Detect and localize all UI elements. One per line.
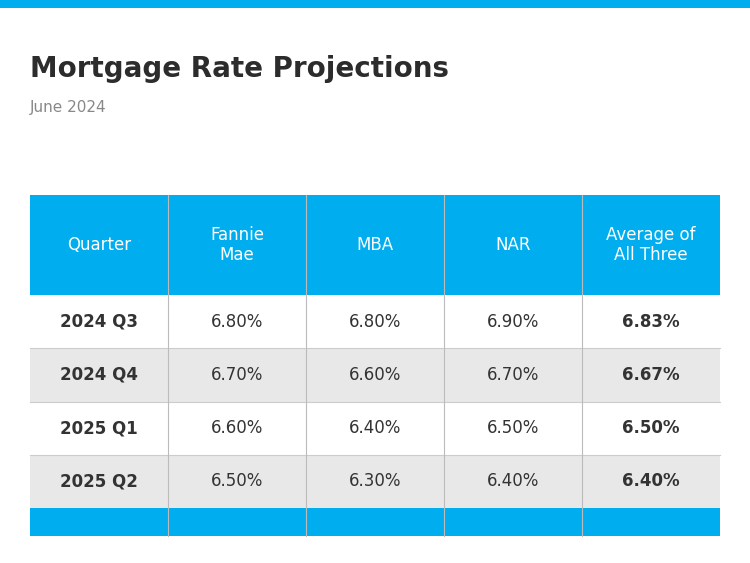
Text: Mortgage Rate Projections: Mortgage Rate Projections xyxy=(30,55,449,83)
Text: 6.50%: 6.50% xyxy=(487,419,539,437)
Text: 6.70%: 6.70% xyxy=(487,366,539,384)
FancyBboxPatch shape xyxy=(30,508,720,536)
Text: 2024 Q3: 2024 Q3 xyxy=(60,312,138,330)
Text: 6.40%: 6.40% xyxy=(349,419,401,437)
Text: NAR: NAR xyxy=(495,236,531,254)
FancyBboxPatch shape xyxy=(30,295,720,348)
FancyBboxPatch shape xyxy=(30,195,720,295)
Text: Fannie
Mae: Fannie Mae xyxy=(210,226,264,265)
FancyBboxPatch shape xyxy=(30,348,720,401)
Text: MBA: MBA xyxy=(356,236,394,254)
Text: 2025 Q1: 2025 Q1 xyxy=(60,419,138,437)
Text: 6.67%: 6.67% xyxy=(622,366,680,384)
Text: 6.40%: 6.40% xyxy=(487,472,539,490)
Text: 6.30%: 6.30% xyxy=(349,472,401,490)
Text: June 2024: June 2024 xyxy=(30,100,106,115)
Text: 6.60%: 6.60% xyxy=(349,366,401,384)
Text: 6.80%: 6.80% xyxy=(349,312,401,330)
Text: 6.80%: 6.80% xyxy=(211,312,263,330)
Text: 6.50%: 6.50% xyxy=(622,419,680,437)
Text: 2025 Q2: 2025 Q2 xyxy=(60,472,138,490)
FancyBboxPatch shape xyxy=(30,401,720,455)
Text: Quarter: Quarter xyxy=(67,236,131,254)
Text: Average of
All Three: Average of All Three xyxy=(606,226,696,265)
Text: 6.70%: 6.70% xyxy=(211,366,263,384)
Text: 6.60%: 6.60% xyxy=(211,419,263,437)
Text: 6.50%: 6.50% xyxy=(211,472,263,490)
Text: 6.83%: 6.83% xyxy=(622,312,680,330)
FancyBboxPatch shape xyxy=(30,455,720,508)
FancyBboxPatch shape xyxy=(0,0,750,8)
Text: 6.40%: 6.40% xyxy=(622,472,680,490)
Text: 2024 Q4: 2024 Q4 xyxy=(60,366,138,384)
Text: 6.90%: 6.90% xyxy=(487,312,539,330)
